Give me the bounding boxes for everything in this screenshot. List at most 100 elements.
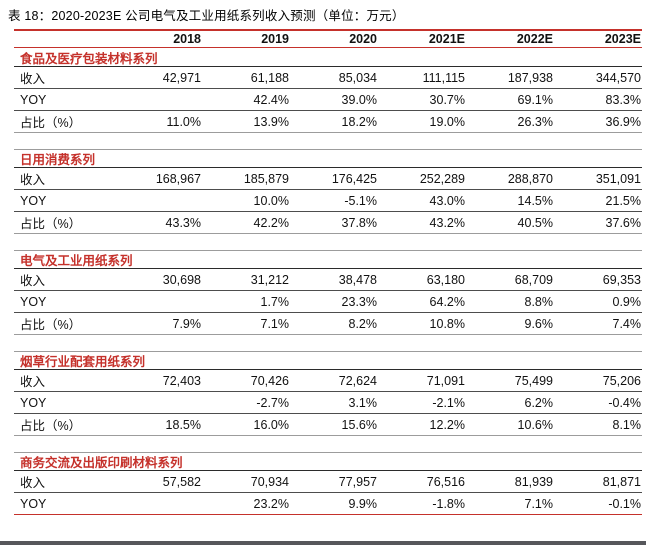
cell-value: 11.0%: [166, 114, 201, 129]
table-row: 占比（%） 7.9% 7.1% 8.2% 10.8% 9.6% 7.4%: [14, 313, 642, 335]
cell-value: -1.8%: [432, 496, 465, 511]
cell-value: 69,353: [602, 272, 641, 287]
cell-value: 83.3%: [605, 92, 641, 107]
table-row: YOY 42.4% 39.0% 30.7% 69.1% 83.3%: [14, 89, 642, 111]
row-label: 占比（%）: [20, 318, 82, 332]
row-label: 收入: [20, 274, 46, 288]
cell-value: 168,967: [155, 171, 201, 186]
cell-value: 9.9%: [348, 496, 378, 511]
cell-value: 14.5%: [517, 193, 553, 208]
row-label: 收入: [20, 476, 46, 490]
table-row: YOY 1.7% 23.3% 64.2% 8.8% 0.9%: [14, 291, 642, 313]
cell-value: 39.0%: [341, 92, 377, 107]
cell-value: 344,570: [595, 70, 641, 85]
cell-value: 9.6%: [524, 316, 554, 331]
column-header: 2021E: [428, 32, 465, 46]
row-label: 收入: [20, 375, 46, 389]
row-label: YOY: [20, 193, 47, 208]
row-label: 收入: [20, 72, 46, 86]
row-label: 占比（%）: [20, 419, 82, 433]
cell-value: 42.4%: [253, 92, 289, 107]
column-header: 2018: [173, 32, 201, 46]
cell-value: 23.3%: [341, 294, 377, 309]
section-gap: [14, 234, 642, 250]
cell-value: 288,870: [507, 171, 553, 186]
table-row: 收入 30,698 31,212 38,478 63,180 68,709 69,353: [14, 269, 642, 291]
section-gap: [14, 133, 642, 149]
table-row: YOY -2.7% 3.1% -2.1% 6.2% -0.4%: [14, 392, 642, 414]
cell-value: -0.1%: [608, 496, 641, 511]
row-label: YOY: [20, 92, 47, 107]
cell-value: 43.3%: [165, 215, 201, 230]
cell-value: 187,938: [507, 70, 553, 85]
cell-value: 70,426: [250, 373, 289, 388]
cell-value: 176,425: [331, 171, 377, 186]
cell-value: 37.8%: [341, 215, 377, 230]
cell-value: 38,478: [338, 272, 377, 287]
cell-value: 72,403: [162, 373, 201, 388]
cell-value: 85,034: [338, 70, 377, 85]
cell-value: 13.9%: [253, 114, 289, 129]
column-header: 2020: [349, 32, 377, 46]
cell-value: 77,957: [338, 474, 377, 489]
cell-value: 42,971: [162, 70, 201, 85]
cell-value: -2.1%: [432, 395, 465, 410]
cell-value: 8.8%: [524, 294, 554, 309]
cell-value: 61,188: [250, 70, 289, 85]
section-header: 商务交流及出版印刷材料系列: [14, 452, 642, 471]
section-header: 日用消费系列: [14, 149, 642, 168]
table-row: 收入 57,582 70,934 77,957 76,516 81,939 81,871: [14, 471, 642, 493]
cell-value: 7.1%: [260, 316, 290, 331]
table-row: 占比（%） 43.3% 42.2% 37.8% 43.2% 40.5% 37.6%: [14, 212, 642, 234]
cell-value: 7.1%: [524, 496, 554, 511]
cell-value: 18.5%: [165, 417, 201, 432]
cell-value: 12.2%: [429, 417, 465, 432]
row-label: YOY: [20, 294, 47, 309]
table-row: 占比（%） 18.5% 16.0% 15.6% 12.2% 10.6% 8.1%: [14, 414, 642, 436]
cell-value: 8.2%: [348, 316, 378, 331]
column-header: 2023E: [604, 32, 641, 46]
table-row: 占比（%） 11.0% 13.9% 18.2% 19.0% 26.3% 36.9%: [14, 111, 642, 133]
section-gap: [14, 436, 642, 452]
cell-value: 75,206: [602, 373, 641, 388]
column-header: 2022E: [516, 32, 553, 46]
table-row: 收入 72,403 70,426 72,624 71,091 75,499 75,206: [14, 370, 642, 392]
row-label: 收入: [20, 173, 46, 187]
cell-value: 23.2%: [253, 496, 289, 511]
cell-value: 0.9%: [612, 294, 642, 309]
cell-value: 36.9%: [605, 114, 641, 129]
cell-value: 26.3%: [517, 114, 553, 129]
section-header: 电气及工业用纸系列: [14, 250, 642, 269]
table-row: YOY 10.0% -5.1% 43.0% 14.5% 21.5%: [14, 190, 642, 212]
cell-value: 76,516: [426, 474, 465, 489]
section-gap: [14, 335, 642, 351]
table-header-row: 2018 2019 2020 2021E 2022E 2023E: [14, 31, 642, 48]
cell-value: -5.1%: [344, 193, 377, 208]
cell-value: 37.6%: [605, 215, 641, 230]
table-row: 收入 168,967 185,879 176,425 252,289 288,870 351…: [14, 168, 642, 190]
section-header: 食品及医疗包装材料系列: [14, 48, 642, 67]
row-label: YOY: [20, 395, 47, 410]
cell-value: 71,091: [426, 373, 465, 388]
cell-value: 8.1%: [612, 417, 642, 432]
cell-value: 30,698: [162, 272, 201, 287]
row-label: 占比（%）: [20, 116, 82, 130]
cell-value: 72,624: [338, 373, 377, 388]
cell-value: -2.7%: [256, 395, 289, 410]
cell-value: 351,091: [595, 171, 641, 186]
cell-value: 7.4%: [612, 316, 642, 331]
cell-value: 10.6%: [517, 417, 553, 432]
revenue-forecast-table: 2018 2019 2020 2021E 2022E 2023E 食品及医疗包装材料系列收入…: [14, 29, 642, 515]
column-header: 2019: [261, 32, 289, 46]
cell-value: 18.2%: [341, 114, 377, 129]
cell-value: 185,879: [243, 171, 289, 186]
row-label: 占比（%）: [20, 217, 82, 231]
cell-value: 64.2%: [429, 294, 465, 309]
cell-value: 70,934: [250, 474, 289, 489]
section-header: 烟草行业配套用纸系列: [14, 351, 642, 370]
cell-value: 15.6%: [341, 417, 377, 432]
table-row: 收入 42,971 61,188 85,034 111,115 187,938 344,57…: [14, 67, 642, 89]
cell-value: 30.7%: [429, 92, 465, 107]
cell-value: 10.8%: [429, 316, 465, 331]
row-label: YOY: [20, 496, 47, 511]
